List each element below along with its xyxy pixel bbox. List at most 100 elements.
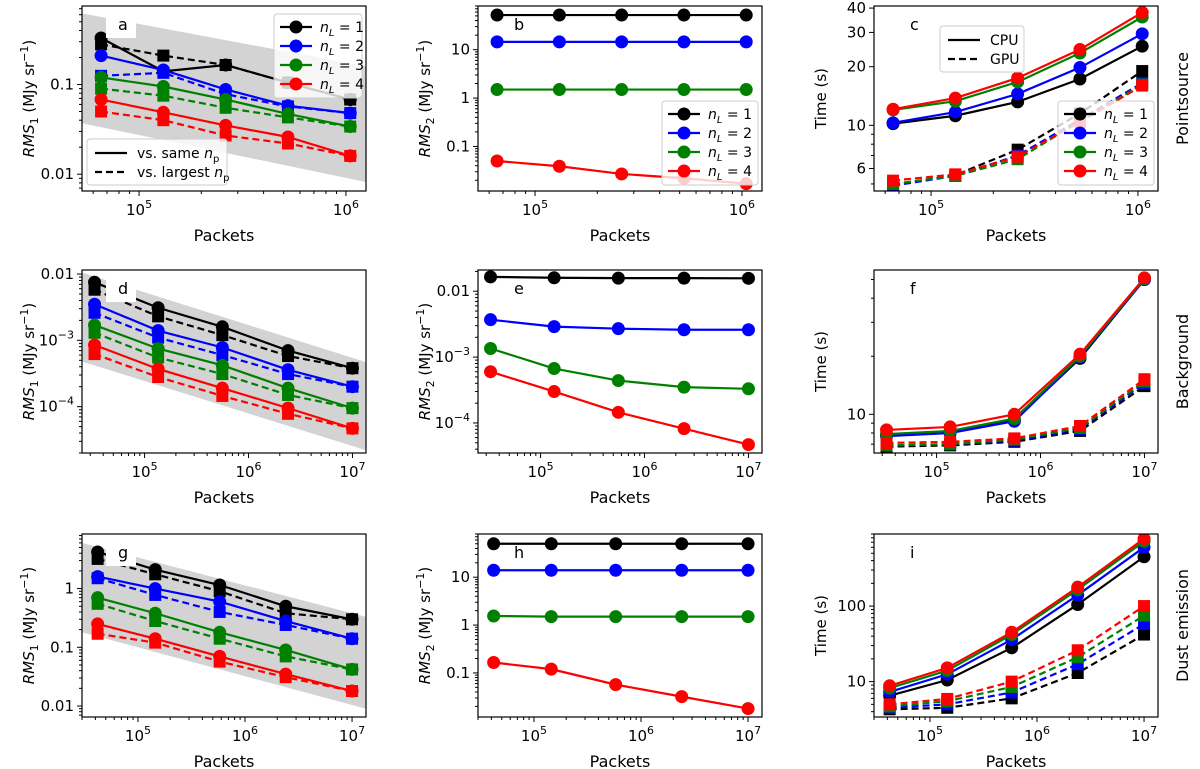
marker-square-a-nl1-1 bbox=[157, 49, 170, 62]
legend-sub: p bbox=[223, 173, 229, 184]
legend-box bbox=[939, 25, 1025, 73]
x-tick-label: 106 bbox=[631, 460, 657, 481]
marker-square-g-nl4-3 bbox=[279, 671, 292, 684]
legend-series: nL = 1nL = 2nL = 3nL = 4 bbox=[273, 13, 364, 99]
tick-base: 10 bbox=[735, 727, 754, 745]
tick-base: 10 bbox=[126, 201, 145, 219]
marker-square-g-nl2-2 bbox=[213, 605, 226, 618]
marker-square-g-nl2-0 bbox=[91, 572, 104, 585]
y-tick-label: 1 bbox=[460, 616, 470, 634]
marker-square-d-nl4-4 bbox=[346, 422, 359, 435]
legend-n: n bbox=[1104, 164, 1113, 180]
marker-square-g-nl2-4 bbox=[346, 632, 359, 645]
tick-base: 10 bbox=[339, 463, 358, 481]
tick-base: 10 bbox=[232, 727, 251, 745]
x-tick-label: 107 bbox=[339, 460, 365, 481]
marker-circle-e-nl4-2 bbox=[611, 405, 625, 419]
tick-exponent: −4 bbox=[58, 395, 74, 408]
marker-circle-h-nl4-3 bbox=[675, 690, 689, 704]
tick-base: 10 bbox=[735, 463, 754, 481]
marker-square-d-nl1-0 bbox=[88, 283, 101, 296]
line-a-largest_np-nl2 bbox=[101, 71, 351, 115]
marker-circle-b-nl2-1 bbox=[552, 35, 566, 49]
panel-label: h bbox=[514, 543, 524, 562]
legend-eq: = 2 bbox=[334, 39, 364, 55]
x-tick-label: 106 bbox=[1024, 724, 1050, 745]
legend-n: n bbox=[320, 58, 329, 74]
tick-exponent: 6 bbox=[651, 460, 658, 473]
marker-square-g-nl4-1 bbox=[149, 636, 162, 649]
y-axis-label: RMS2 (MJy sr−1) bbox=[414, 40, 437, 158]
tick-base: 10 bbox=[918, 201, 937, 219]
x-axis-label: Packets bbox=[590, 752, 651, 769]
legend-sub: L bbox=[717, 172, 723, 183]
ylabel-sub: 1 bbox=[28, 117, 41, 124]
legend-marker bbox=[677, 107, 691, 121]
marker-circle-b-nl3-4 bbox=[739, 83, 753, 97]
marker-circle-h-nl3-3 bbox=[675, 610, 689, 624]
tick-exponent: 5 bbox=[540, 724, 547, 737]
tick-base: 10 bbox=[528, 463, 547, 481]
tick-base: 10 bbox=[1131, 727, 1150, 745]
x-tick-label: 106 bbox=[1027, 460, 1053, 481]
marker-square-d-nl2-0 bbox=[88, 306, 101, 319]
marker-circle-b-nl2-3 bbox=[677, 35, 691, 49]
marker-circle-i-nl4-3 bbox=[1071, 580, 1085, 594]
marker-circle-b-nl3-2 bbox=[615, 83, 629, 97]
ylabel-exp: −1 bbox=[18, 573, 31, 589]
marker-circle-h-nl3-0 bbox=[487, 609, 501, 623]
marker-circle-b-nl2-4 bbox=[739, 35, 753, 49]
marker-square-a-nl4-3 bbox=[281, 137, 294, 150]
tick-exponent: 6 bbox=[647, 724, 654, 737]
y-tick-label: 0.01 bbox=[41, 697, 74, 715]
marker-circle-h-nl3-2 bbox=[609, 610, 623, 624]
x-axis-label: Packets bbox=[590, 488, 651, 507]
row-label: Pointsource bbox=[1173, 52, 1192, 145]
marker-square-a-nl4-0 bbox=[95, 105, 108, 118]
marker-square-g-nl4-0 bbox=[91, 627, 104, 640]
marker-square-d-nl4-2 bbox=[216, 389, 229, 402]
y-axis-label: RMS2 (MJy sr−1) bbox=[414, 567, 437, 685]
marker-square-d-nl4-1 bbox=[152, 370, 165, 383]
tick-exponent: −4 bbox=[454, 411, 470, 424]
marker-square-d-nl4-3 bbox=[282, 407, 295, 420]
marker-circle-a-nl4-0 bbox=[94, 93, 108, 107]
legend-box bbox=[273, 13, 363, 99]
marker-circle-e-nl1-1 bbox=[547, 271, 561, 285]
legend-text: vs. largest bbox=[137, 165, 214, 181]
legend-label: nL = 1 bbox=[320, 20, 364, 39]
marker-square-d-nl1-2 bbox=[216, 329, 229, 342]
tick-base: 10 bbox=[1024, 727, 1043, 745]
legend-marker bbox=[1073, 145, 1087, 159]
legend-sub: L bbox=[329, 47, 335, 58]
y-axis-label: RMS1 (MJy sr−1) bbox=[18, 40, 41, 158]
x-tick-label: 106 bbox=[1125, 198, 1151, 219]
ylabel-close: ) bbox=[20, 303, 38, 309]
marker-square-i-nl4-1 bbox=[941, 692, 954, 705]
marker-circle-b-nl3-1 bbox=[552, 83, 566, 97]
marker-circle-b-nl1-3 bbox=[677, 8, 691, 22]
y-tick-label: 10 bbox=[847, 673, 866, 691]
marker-square-a-nl4-4 bbox=[344, 149, 357, 162]
panel-label-bg bbox=[106, 10, 136, 38]
legend-label: nL = 1 bbox=[1104, 107, 1148, 126]
tick-base: 10 bbox=[235, 463, 254, 481]
ylabel-unit: (MJy sr bbox=[416, 61, 434, 117]
y-tick-label: 1 bbox=[64, 580, 74, 598]
marker-circle-e-nl4-0 bbox=[484, 365, 498, 379]
marker-circle-e-nl3-0 bbox=[484, 342, 498, 356]
marker-circle-h-nl4-2 bbox=[609, 678, 623, 692]
x-tick-label: 105 bbox=[521, 724, 547, 745]
marker-circle-g-nl4-0 bbox=[91, 617, 105, 631]
legend-sub: L bbox=[717, 134, 723, 145]
marker-square-g-nl1-2 bbox=[213, 585, 226, 598]
ylabel-exp: −1 bbox=[18, 46, 31, 62]
ylabel-unit: (MJy sr bbox=[20, 324, 38, 380]
panel-label-bg bbox=[106, 538, 136, 566]
marker-circle-h-nl4-0 bbox=[487, 656, 501, 670]
marker-circle-c-nl4-2 bbox=[1011, 71, 1025, 85]
